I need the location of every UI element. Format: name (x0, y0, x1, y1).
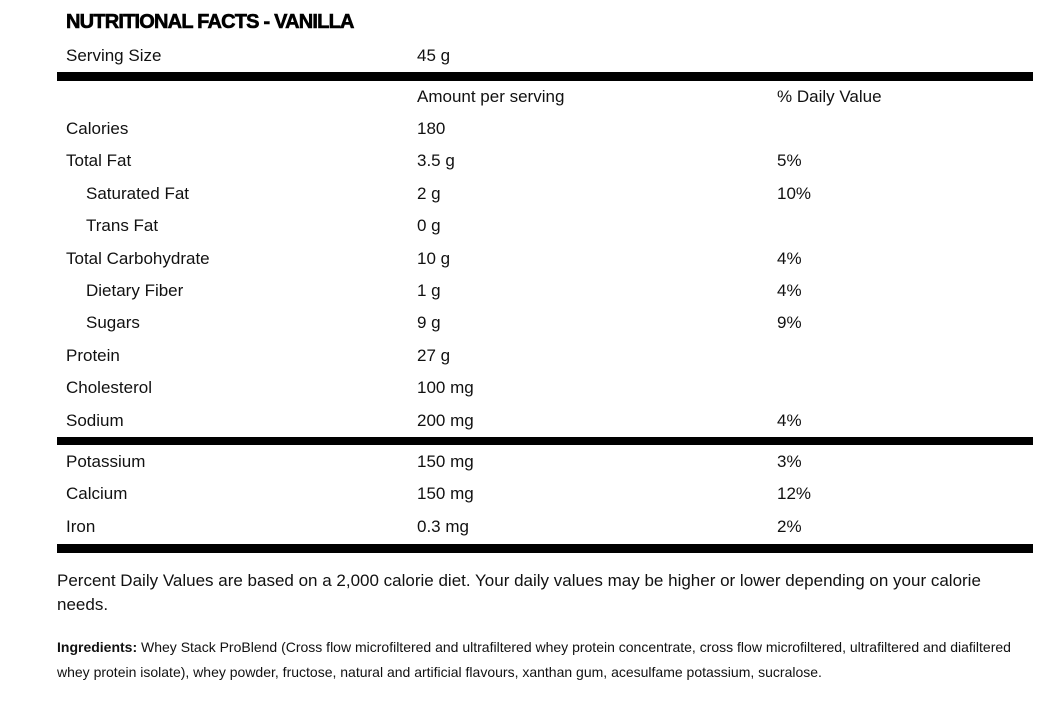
nutrient-amount: 10 g (417, 248, 451, 268)
nutrient-daily-value: 12% (777, 484, 812, 504)
nutrient-name: Dietary Fiber (86, 281, 184, 300)
nutrient-name: Total Carbohydrate (66, 248, 210, 268)
divider-thick (57, 72, 1033, 81)
nutrient-row: Potassium 150 mg 3% (57, 446, 1033, 478)
header-row: Amount per serving % Daily Value (57, 81, 1033, 113)
ingredients: Ingredients: Whey Stack ProBlend (Cross … (57, 635, 1017, 685)
nutrient-amount: 2 g (417, 183, 441, 203)
nutrient-row: Total Carbohydrate 10 g 4% (57, 243, 1033, 275)
divider-thick (57, 437, 1033, 445)
nutrient-row: Dietary Fiber 1 g 4% (57, 275, 1033, 307)
nutrient-daily-value: 2% (777, 516, 802, 536)
nutrient-name: Potassium (66, 452, 146, 471)
nutrient-row: Sodium 200 mg 4% (57, 405, 1033, 437)
nutrient-amount: 150 mg (417, 452, 474, 471)
nutrient-name: Calories (66, 119, 129, 138)
serving-size-label: Serving Size (66, 46, 162, 65)
nutrient-row: Sugars 9 g 9% (57, 307, 1033, 339)
nutrient-daily-value: 4% (777, 410, 802, 430)
nutrient-daily-value: 10% (777, 183, 812, 203)
daily-value-note: Percent Daily Values are based on a 2,00… (57, 571, 981, 614)
nutrient-name: Protein (66, 345, 120, 365)
nutrient-name: Cholesterol (66, 378, 152, 398)
nutrient-row: Protein 27 g (57, 340, 1033, 372)
nutrient-row: Calories 180 (57, 113, 1033, 145)
nutrient-amount: 0.3 mg (417, 516, 469, 536)
nutrient-name: Calcium (66, 484, 128, 504)
ingredients-label: Ingredients: (57, 639, 138, 655)
nutrient-row: Calcium 150 mg 12% (57, 478, 1033, 510)
nutrient-amount: 1 g (417, 281, 441, 300)
nutrient-row: Iron 0.3 mg 2% (57, 511, 1033, 543)
divider-thick (57, 544, 1033, 553)
amount-header: Amount per serving (417, 87, 565, 106)
nutrient-amount: 150 mg (417, 484, 474, 504)
nutrient-daily-value: 5% (777, 151, 802, 171)
nutrient-daily-value: 4% (777, 281, 802, 300)
daily-value-header: % Daily Value (777, 87, 882, 106)
nutrient-amount: 0 g (417, 216, 441, 236)
page-title: NUTRITIONAL FACTS - VANILLA (66, 11, 355, 34)
serving-size-row: Serving Size 45 g (57, 40, 1033, 72)
nutrient-amount: 180 (417, 119, 446, 138)
nutrient-amount: 9 g (417, 313, 441, 333)
nutrient-name: Saturated Fat (86, 183, 190, 203)
serving-size-value: 45 g (417, 46, 451, 65)
nutrient-amount: 200 mg (417, 410, 474, 430)
nutrient-name: Total Fat (66, 151, 132, 171)
nutrient-name: Iron (66, 516, 96, 536)
nutrient-row: Saturated Fat 2 g 10% (57, 178, 1033, 210)
nutrient-name: Sugars (86, 313, 140, 333)
nutrient-row: Total Fat 3.5 g 5% (57, 145, 1033, 177)
nutrient-row: Trans Fat 0 g (57, 210, 1033, 242)
nutrient-amount: 3.5 g (417, 151, 455, 171)
nutrient-name: Trans Fat (86, 216, 159, 236)
nutrient-name: Sodium (66, 410, 124, 430)
nutrient-daily-value: 3% (777, 452, 802, 471)
ingredients-text: Whey Stack ProBlend (Cross flow microfil… (57, 639, 1011, 680)
nutrient-amount: 27 g (417, 345, 451, 365)
nutrient-daily-value: 4% (777, 248, 802, 268)
nutrient-amount: 100 mg (417, 378, 474, 398)
nutrient-row: Cholesterol 100 mg (57, 372, 1033, 404)
nutrient-daily-value: 9% (777, 313, 802, 333)
